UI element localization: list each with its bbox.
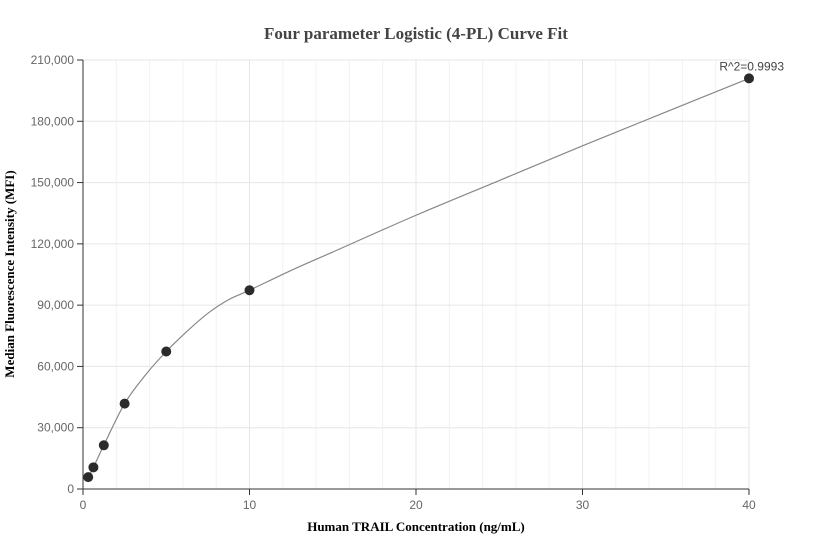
y-tick-label: 30,000 <box>37 421 74 435</box>
data-point[interactable] <box>161 346 172 357</box>
fit-curve <box>87 77 750 478</box>
annotations: R^2=0.9993 <box>719 59 784 73</box>
x-tick-label: 0 <box>80 498 87 512</box>
y-tick-label: 150,000 <box>31 176 75 190</box>
r-squared-annotation: R^2=0.9993 <box>719 59 784 73</box>
fit-curve-layer <box>87 77 750 478</box>
y-tick-label: 210,000 <box>31 53 75 67</box>
y-tick-label: 0 <box>67 482 74 496</box>
x-tick-label: 10 <box>243 498 257 512</box>
y-axis-title: Median Fluorescence Intensity (MFI) <box>2 170 17 377</box>
data-point[interactable] <box>244 285 255 296</box>
y-tick-label: 90,000 <box>37 298 74 312</box>
x-tick-label: 40 <box>742 498 756 512</box>
y-tick-label: 60,000 <box>37 359 74 373</box>
y-tick-label: 180,000 <box>31 114 75 128</box>
data-point[interactable] <box>119 398 130 409</box>
x-axis-title: Human TRAIL Concentration (ng/mL) <box>307 519 525 534</box>
chart-title: Four parameter Logistic (4-PL) Curve Fit <box>264 24 568 43</box>
y-tick-label: 120,000 <box>31 237 75 251</box>
x-tick-label: 20 <box>409 498 423 512</box>
data-point[interactable] <box>88 462 99 473</box>
data-point[interactable] <box>83 472 94 483</box>
data-points <box>83 73 754 483</box>
axes: 0 30,000 60,000 90,000 120,000 150,000 180,000… <box>31 53 756 512</box>
data-point[interactable] <box>744 73 754 84</box>
data-point[interactable] <box>98 440 109 451</box>
grid-lines <box>83 59 750 489</box>
x-tick-label: 30 <box>576 498 590 512</box>
